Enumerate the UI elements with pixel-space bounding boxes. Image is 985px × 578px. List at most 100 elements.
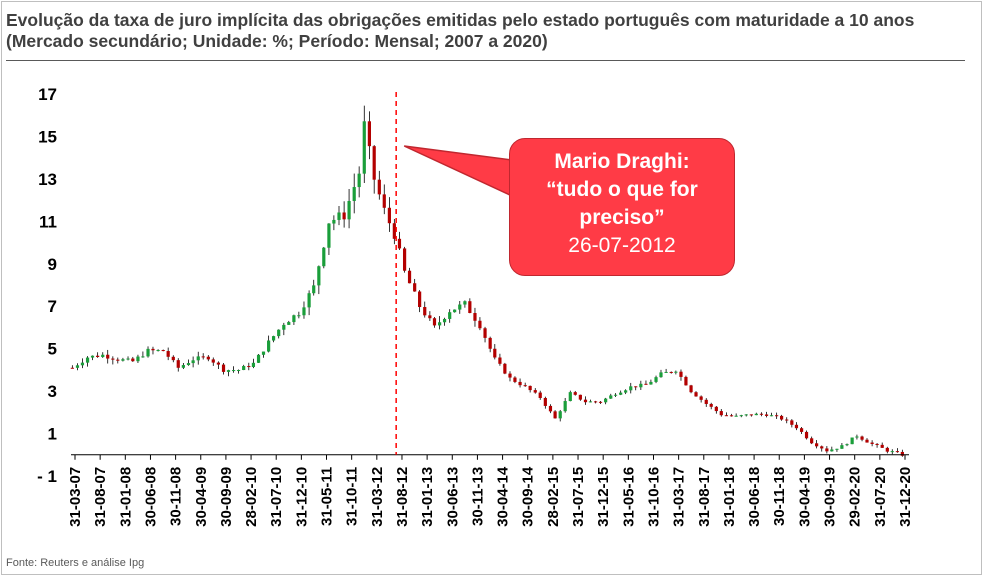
candle-body xyxy=(382,194,386,208)
x-tick-label: 30-06-13 xyxy=(444,467,461,527)
y-tick-label: 17 xyxy=(38,85,57,104)
candle-body xyxy=(820,446,824,449)
x-tick-label: 31-01-18 xyxy=(721,467,738,527)
candle-body xyxy=(794,424,799,429)
candle-body xyxy=(201,356,205,358)
candle-body xyxy=(70,367,74,369)
candle-body xyxy=(895,451,900,453)
x-tick-label: 31-08-07 xyxy=(92,467,109,527)
callout-line-1: Mario Draghi: xyxy=(554,150,690,173)
candle-body xyxy=(634,386,638,388)
candle-body xyxy=(488,337,492,349)
x-tick-label: 31-05-11 xyxy=(319,467,336,526)
candle-series xyxy=(70,105,904,457)
callout-text: Mario Draghi: “tudo o que for preciso” 2… xyxy=(509,148,735,260)
candle-body xyxy=(141,356,145,358)
candle-body xyxy=(216,362,220,365)
x-tick-label: 31-03-12 xyxy=(369,467,386,527)
candle-body xyxy=(196,356,200,361)
candle-body xyxy=(699,396,703,400)
x-tick-label: 29-02-20 xyxy=(847,467,864,527)
candle-body xyxy=(96,355,100,358)
candle-body xyxy=(302,307,306,316)
candle-body xyxy=(764,414,769,416)
candle-body xyxy=(151,348,155,351)
candle-body xyxy=(674,371,678,373)
candle-body xyxy=(90,355,95,358)
candle-body xyxy=(870,442,874,444)
candle-body xyxy=(624,390,628,393)
candle-body xyxy=(418,291,422,308)
x-axis: 31-03-07 31-08-07 31-01-08 30-06-08 30-11-08… xyxy=(67,454,914,527)
chart-title: Evolução da taxa de juro implícita das o… xyxy=(6,10,915,51)
candle-body xyxy=(679,371,683,377)
x-tick-label: 31-12-15 xyxy=(595,467,612,527)
callout-box xyxy=(509,138,735,276)
candle-body xyxy=(799,428,804,432)
candle-body xyxy=(659,372,663,378)
candle-body xyxy=(256,354,261,363)
candle-body xyxy=(513,377,517,382)
candle-body xyxy=(186,363,191,366)
candle-body xyxy=(543,397,547,406)
candle-body xyxy=(588,401,593,403)
callout-pointer xyxy=(403,145,513,198)
candle-body xyxy=(719,411,723,416)
candle-body xyxy=(538,392,542,398)
candle-body xyxy=(292,315,296,323)
candle-body xyxy=(593,401,598,403)
candle-body xyxy=(423,307,427,316)
candle-body xyxy=(493,348,497,358)
x-tick-label: 31-01-13 xyxy=(419,467,436,527)
candle-body xyxy=(840,445,844,449)
x-tick-label: 30-11-13 xyxy=(469,467,486,526)
candle-body xyxy=(759,413,764,415)
candle-body xyxy=(80,362,85,366)
candle-body xyxy=(473,313,477,321)
candle-body xyxy=(438,322,442,326)
x-tick-label: 31-03-17 xyxy=(671,467,688,527)
candle-body xyxy=(629,386,633,391)
candle-body xyxy=(684,376,688,386)
candle-body xyxy=(176,360,180,368)
candle-body xyxy=(885,447,889,452)
candle-body xyxy=(880,444,884,448)
candle-body xyxy=(231,370,236,372)
candle-body xyxy=(377,179,381,195)
candle-body xyxy=(578,394,582,400)
candle-body xyxy=(609,395,613,399)
x-tick-label: 28-02-15 xyxy=(545,467,562,527)
candle-body xyxy=(116,359,120,361)
candle-body xyxy=(75,365,80,368)
candle-body xyxy=(307,293,311,308)
candle-body xyxy=(498,357,502,364)
candle-body xyxy=(613,394,618,396)
candle-body xyxy=(287,322,291,325)
candle-body xyxy=(85,357,90,363)
x-tick-label: 31-12-20 xyxy=(897,467,914,527)
y-tick-label: 9 xyxy=(48,255,57,274)
candle-body xyxy=(121,359,125,361)
candle-body xyxy=(649,381,653,385)
candle-body xyxy=(442,318,447,323)
candle-body xyxy=(312,285,316,294)
candle-body xyxy=(226,370,231,372)
source-note: Fonte: Reuters e análise Ipg xyxy=(6,557,145,569)
candle-body xyxy=(463,301,467,305)
candle-body xyxy=(271,336,276,341)
x-tick-label: 31-10-16 xyxy=(645,467,662,527)
candle-body xyxy=(769,415,774,417)
candle-body xyxy=(804,431,809,439)
candle-body xyxy=(825,448,829,452)
x-tick-label: 31-07-15 xyxy=(570,467,587,527)
x-tick-label: 30-09-19 xyxy=(822,467,839,527)
y-tick-label: 11 xyxy=(39,212,57,231)
candle-body xyxy=(126,358,130,360)
x-tick-label: 31-10-11 xyxy=(344,467,361,526)
x-tick-label: 30-04-09 xyxy=(193,467,210,527)
candle-body xyxy=(704,399,708,404)
candle-body xyxy=(523,385,527,387)
candle-body xyxy=(835,448,839,450)
candle-body xyxy=(156,350,160,352)
